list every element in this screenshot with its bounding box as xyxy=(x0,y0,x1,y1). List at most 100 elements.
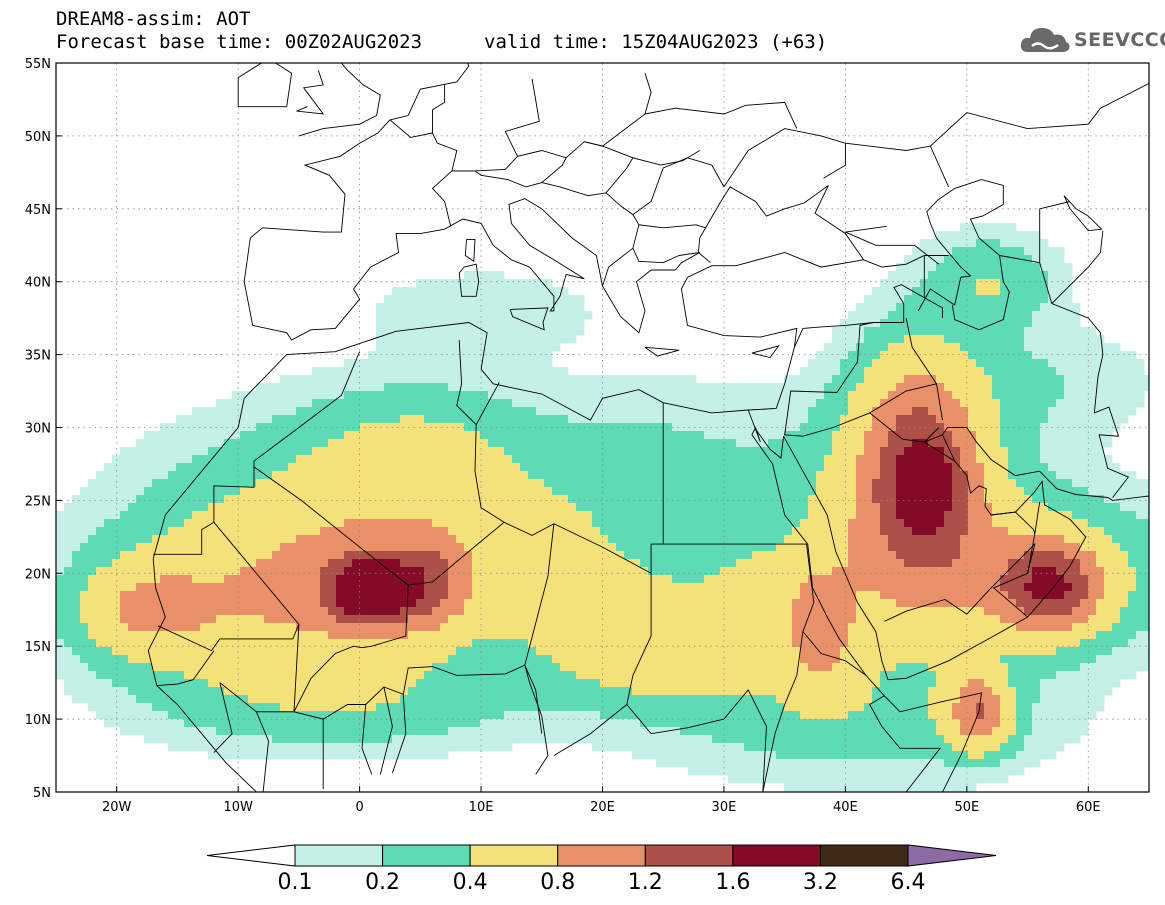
aot-cell xyxy=(112,487,121,496)
aot-cell xyxy=(640,519,649,528)
aot-cell xyxy=(1032,287,1041,296)
aot-cell xyxy=(1040,487,1049,496)
aot-cell xyxy=(200,463,209,472)
aot-cell xyxy=(120,487,129,496)
aot-cell xyxy=(1128,583,1137,592)
aot-cell xyxy=(1064,439,1073,448)
aot-cell xyxy=(224,439,233,448)
aot-cell xyxy=(760,567,769,576)
aot-cell xyxy=(976,535,985,544)
aot-cell xyxy=(472,599,481,608)
aot-cell xyxy=(240,407,249,416)
aot-cell xyxy=(144,447,153,456)
aot-cell xyxy=(288,615,297,624)
aot-cell xyxy=(528,319,537,328)
aot-cell xyxy=(1104,407,1113,416)
aot-cell xyxy=(512,607,521,616)
aot-cell xyxy=(624,591,633,600)
aot-cell xyxy=(184,519,193,528)
aot-cell xyxy=(72,551,81,560)
aot-cell xyxy=(912,431,921,440)
aot-cell xyxy=(432,615,441,624)
aot-cell xyxy=(344,559,353,568)
aot-cell xyxy=(488,519,497,528)
aot-cell xyxy=(904,431,913,440)
aot-cell xyxy=(896,423,905,432)
aot-cell xyxy=(512,599,521,608)
aot-cell xyxy=(696,527,705,536)
aot-cell xyxy=(976,591,985,600)
aot-cell xyxy=(1024,415,1033,424)
aot-cell xyxy=(472,455,481,464)
aot-cell xyxy=(744,575,753,584)
aot-cell xyxy=(1072,511,1081,520)
aot-cell xyxy=(1072,479,1081,488)
aot-cell xyxy=(352,391,361,400)
aot-cell xyxy=(368,615,377,624)
aot-cell xyxy=(448,551,457,560)
aot-cell xyxy=(152,551,161,560)
aot-cell xyxy=(192,447,201,456)
aot-cell xyxy=(408,463,417,472)
aot-cell xyxy=(400,303,409,312)
aot-cell xyxy=(336,479,345,488)
aot-cell xyxy=(1104,575,1113,584)
aot-cell xyxy=(760,439,769,448)
aot-cell xyxy=(240,607,249,616)
aot-cell xyxy=(96,567,105,576)
aot-cell xyxy=(664,519,673,528)
aot-cell xyxy=(800,399,809,408)
aot-cell xyxy=(1088,439,1097,448)
aot-cell xyxy=(768,463,777,472)
aot-cell xyxy=(864,495,873,504)
aot-cell xyxy=(632,471,641,480)
aot-cell xyxy=(512,383,521,392)
aot-cell xyxy=(584,391,593,400)
aot-cell xyxy=(824,543,833,552)
aot-cell xyxy=(792,527,801,536)
aot-cell xyxy=(552,463,561,472)
aot-cell xyxy=(1144,543,1149,552)
aot-cell xyxy=(728,575,737,584)
aot-cell xyxy=(920,511,929,520)
aot-cell xyxy=(912,487,921,496)
aot-cell xyxy=(888,479,897,488)
aot-cell xyxy=(456,623,465,632)
aot-cell xyxy=(592,567,601,576)
aot-cell xyxy=(1056,447,1065,456)
aot-cell xyxy=(312,535,321,544)
aot-cell xyxy=(1120,399,1129,408)
aot-cell xyxy=(472,487,481,496)
aot-cell xyxy=(648,423,657,432)
aot-cell xyxy=(376,335,385,344)
aot-cell xyxy=(928,615,937,624)
aot-cell xyxy=(312,415,321,424)
aot-cell xyxy=(1064,263,1073,272)
aot-cell xyxy=(632,615,641,624)
aot-cell xyxy=(976,607,985,616)
aot-cell xyxy=(576,439,585,448)
aot-cell xyxy=(232,503,241,512)
aot-cell xyxy=(600,431,609,440)
aot-cell xyxy=(880,447,889,456)
aot-cell xyxy=(912,463,921,472)
aot-cell xyxy=(424,487,433,496)
aot-cell xyxy=(912,303,921,312)
aot-cell xyxy=(1000,415,1009,424)
aot-cell xyxy=(968,551,977,560)
aot-cell xyxy=(744,551,753,560)
aot-cell xyxy=(464,559,473,568)
aot-cell xyxy=(800,487,809,496)
aot-cell xyxy=(528,391,537,400)
aot-cell xyxy=(520,279,529,288)
aot-cell xyxy=(192,567,201,576)
aot-cell xyxy=(560,591,569,600)
aot-cell xyxy=(520,399,529,408)
aot-cell xyxy=(400,399,409,408)
aot-cell xyxy=(1008,287,1017,296)
aot-cell xyxy=(640,423,649,432)
aot-cell xyxy=(592,607,601,616)
aot-cell xyxy=(504,559,513,568)
aot-cell xyxy=(88,535,97,544)
aot-cell xyxy=(936,487,945,496)
